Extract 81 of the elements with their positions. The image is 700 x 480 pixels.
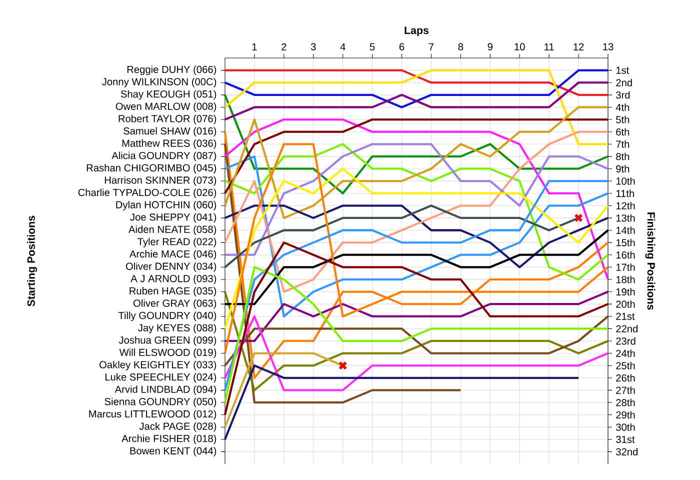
text: Charlie TYPALDO-COLE (026) [78,188,216,198]
x-tick-label: 5 [370,43,375,50]
y2-tick-label: 2nd [616,78,632,86]
text: Alicia GOUNDRY (087) [112,152,216,162]
text: Oliver GRAY (063) [134,299,216,309]
y2-tick-label: 4th [616,104,630,111]
x-tick-label: 9 [488,43,492,50]
x-axis-title: Laps [404,26,429,36]
x-tick-label: 8 [458,43,464,50]
x-tick-label: 12 [574,43,584,50]
x-tick-label: 1 [252,43,257,50]
text: Archie MACE (046) [129,250,216,260]
text: Aiden NEATE (058) [128,226,216,235]
y2-tick-label: 18th [616,276,635,284]
text: Tilly GOUNDRY (040) [118,312,216,322]
text: Will ELSWOOD (019) [119,348,216,358]
text: Tyler READ (022) [138,238,216,248]
text: Joshua GREEN (099) [118,336,216,346]
text: Matthew REES (036) [122,139,216,149]
text: Bowen KENT (044) [130,446,216,456]
y2-tick-label: 25th [616,362,635,370]
x-tick-label: 3 [310,43,316,50]
y2-tick-label: 5th [616,116,630,124]
y2-tick-label: 24th [616,350,635,357]
text: Rashan CHIGORIMBO (045) [86,164,216,174]
text: Luke SPEECHLEY (024) [105,373,216,383]
text: Reggie DUHY (066) [127,66,216,76]
y2-tick-label: 29th [616,411,635,419]
y2-tick-label: 21st [616,312,635,320]
text: Jonny WILKINSON (00C) [102,78,216,88]
line-series [224,143,610,281]
x-tick-label: 6 [399,43,404,50]
x-tick-label: 11 [544,43,554,50]
y2-axis-title: Finishing Positions [645,212,656,310]
text: Marcus LITTLEWOOD (012) [89,410,216,420]
y2-tick-label: 20th [616,300,635,308]
text: Oliver DENNY (034) [126,262,216,272]
y2-tick-label: 22nd [616,324,638,332]
text: Ruben HAGE (035) [130,287,216,296]
x-tick-label: 10 [514,43,525,50]
y2-tick-label: 30th [616,423,635,431]
x-tick-label: 4 [340,43,346,50]
y2-tick-label: 16th [616,251,635,259]
text: Harrison SKINNER (073) [104,176,216,186]
y2-tick-label: 26th [616,374,635,382]
text: Robert TAYLOR (076) [118,114,216,124]
y2-tick-label: 12th [616,202,635,210]
text: Sienna GOUNDRY (050) [104,398,216,408]
text: Starting Positions [27,216,38,306]
text: Archie FISHER (018) [122,434,216,444]
y2-tick-label: 17th [616,263,635,271]
text: A J ARNOLD (093) [130,274,216,284]
y2-tick-label: 27th [616,386,635,394]
y2-tick-label: 1st [616,66,630,74]
text: Oakley KEIGHTLEY (033) [100,360,216,370]
x-tick-label: 2 [282,43,286,50]
y2-tick-label: 13th [616,214,635,222]
text: Samuel SHAW (016) [124,127,216,137]
x-tick-label: 7 [428,43,434,50]
y2-tick-label: 7th [616,140,630,148]
y2-tick-label: 31st [616,436,635,443]
text: Jack PAGE (028) [139,422,216,432]
y2-tick-label: 11th [616,190,634,198]
text: Jay KEYES (088) [138,324,216,334]
y2-tick-label: 3rd [616,91,630,99]
y2-tick-label: 8th [616,152,630,160]
y2-tick-label: 14th [616,226,635,234]
y2-tick-label: 15th [616,238,635,246]
text: Owen MARLOW (008) [116,102,216,112]
y2-tick-label: 28th [616,398,635,406]
text: Joe SHEPPY (041) [130,213,216,223]
y2-tick-label: 6th [616,128,630,136]
text: Shay KEOUGH (051) [120,90,216,100]
y2-tick-label: 19th [616,288,635,296]
text: Dylan HOTCHIN (060) [116,200,216,210]
y2-tick-label: 23rd [616,337,636,345]
y2-tick-label: 9th [616,165,630,172]
y2-tick-label: 32nd [616,448,638,456]
y2-tick-label: 10th [616,177,635,185]
x-tick-label: 13 [603,43,614,50]
text: Arvid LINDBLAD (094) [114,385,216,395]
